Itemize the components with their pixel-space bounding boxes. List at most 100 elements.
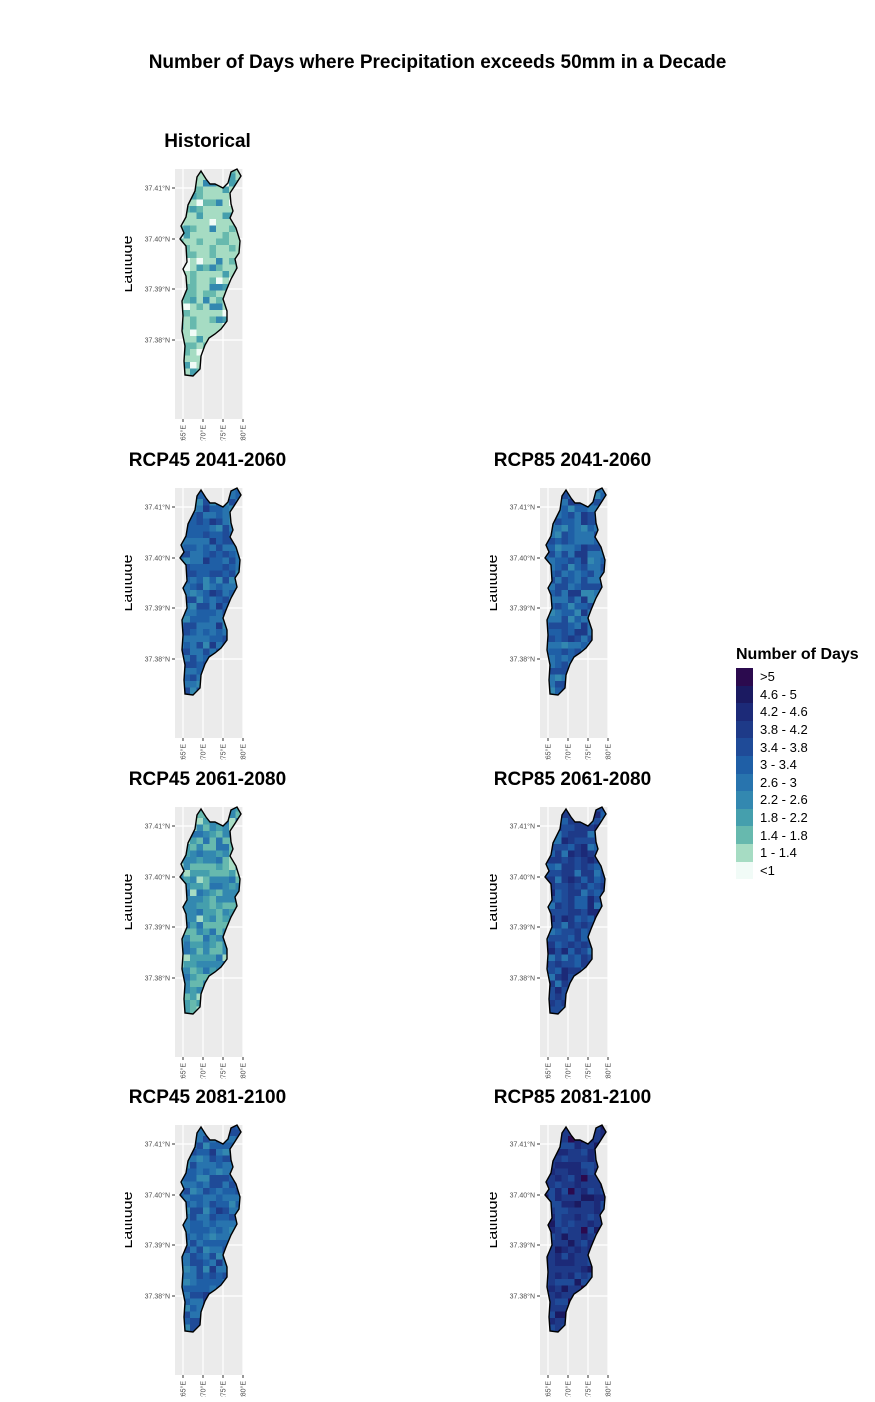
raster-cell	[209, 1168, 217, 1176]
x-tick-label: 25.265°E	[180, 425, 188, 441]
raster-cell	[190, 1285, 197, 1293]
raster-cell	[203, 928, 210, 936]
raster-cell	[581, 577, 588, 584]
raster-cell	[216, 883, 223, 890]
legend-swatch	[736, 861, 753, 880]
raster-cell	[196, 1220, 204, 1228]
raster-cell	[190, 1194, 197, 1202]
raster-cell	[203, 1194, 210, 1202]
raster-cell	[203, 896, 210, 903]
raster-cell	[561, 1292, 569, 1299]
raster-cell	[196, 922, 204, 929]
raster-cell	[216, 889, 223, 897]
raster-cell	[190, 1266, 197, 1273]
raster-cell	[600, 1201, 606, 1208]
raster-cell	[574, 648, 582, 656]
raster-cell	[190, 212, 197, 220]
raster-cell	[548, 1272, 556, 1280]
raster-cell	[196, 1129, 204, 1137]
y-tick-label: 37.41°N	[145, 504, 170, 512]
raster-cell	[196, 1162, 204, 1169]
x-tick-label: 25.265°E	[545, 1063, 553, 1079]
raster-cell	[216, 609, 223, 617]
raster-cell	[203, 1227, 210, 1234]
raster-cell	[229, 1129, 236, 1137]
raster-cell	[209, 245, 217, 252]
raster-cell	[183, 1181, 191, 1189]
raster-cell	[581, 948, 588, 955]
region-outline	[179, 1124, 242, 1333]
raster-cell	[229, 577, 236, 584]
raster-cell	[555, 616, 562, 623]
raster-cell	[183, 967, 191, 975]
raster-cell	[581, 889, 588, 897]
raster-cell	[203, 310, 210, 317]
y-tick-label: 37.39°N	[510, 605, 535, 613]
raster-cell	[561, 987, 569, 994]
raster-cell	[216, 870, 223, 877]
raster-cell	[568, 570, 575, 578]
raster-cell	[587, 564, 595, 571]
raster-cell	[561, 1129, 569, 1137]
raster-cell	[216, 512, 223, 519]
raster-cell	[555, 668, 562, 675]
raster-cell	[574, 544, 582, 552]
raster-cell	[561, 531, 569, 539]
raster-cell	[600, 492, 606, 500]
raster-cell	[600, 811, 606, 819]
raster-cell	[196, 531, 204, 539]
raster-cell	[594, 1227, 601, 1234]
raster-cell	[222, 284, 230, 291]
raster-cell	[183, 557, 191, 565]
raster-cell	[581, 1214, 588, 1221]
raster-cell	[561, 1201, 569, 1208]
y-tick-label: 37.41°N	[510, 1141, 535, 1149]
raster-cell	[209, 642, 217, 649]
raster-cell	[548, 583, 556, 591]
raster-cell	[216, 518, 223, 526]
raster-cell	[190, 310, 197, 317]
raster-cell	[209, 206, 217, 213]
raster-cell	[561, 1181, 569, 1189]
raster-cell	[561, 811, 569, 819]
raster-cell	[581, 863, 588, 871]
raster-cell	[190, 655, 197, 662]
raster-cell	[568, 844, 575, 851]
raster-cell	[222, 844, 230, 851]
raster-cell	[196, 206, 204, 213]
raster-cell	[568, 1272, 575, 1280]
raster-cell	[574, 603, 582, 610]
raster-cell	[203, 271, 210, 278]
raster-cell	[216, 1181, 223, 1189]
raster-cell	[196, 1149, 204, 1156]
raster-cell	[190, 993, 197, 1001]
raster-cell	[222, 603, 230, 610]
raster-cell	[209, 635, 217, 643]
raster-cell	[196, 349, 204, 356]
legend-label: 2.2 - 2.6	[760, 792, 808, 808]
raster-cell	[581, 1266, 588, 1273]
raster-cell	[548, 590, 556, 597]
raster-cell	[568, 518, 575, 526]
raster-cell	[190, 661, 197, 669]
raster-cell	[568, 648, 575, 656]
raster-cell	[587, 902, 595, 910]
raster-cell	[222, 863, 230, 871]
raster-cell	[561, 635, 569, 643]
raster-cell	[574, 967, 582, 975]
raster-cell	[568, 837, 575, 845]
raster-cell	[222, 505, 230, 513]
raster-cell	[555, 857, 562, 864]
raster-cell	[574, 876, 582, 884]
raster-cell	[574, 909, 582, 916]
raster-cell	[561, 935, 569, 942]
raster-cell	[581, 635, 588, 643]
raster-cell	[587, 518, 595, 526]
raster-cell	[190, 590, 197, 597]
raster-cell	[209, 948, 217, 955]
raster-cell	[203, 837, 210, 845]
raster-cell	[190, 1000, 197, 1007]
raster-cell	[209, 225, 217, 233]
y-tick-label: 37.38°N	[145, 975, 170, 983]
raster-cell	[555, 863, 562, 871]
